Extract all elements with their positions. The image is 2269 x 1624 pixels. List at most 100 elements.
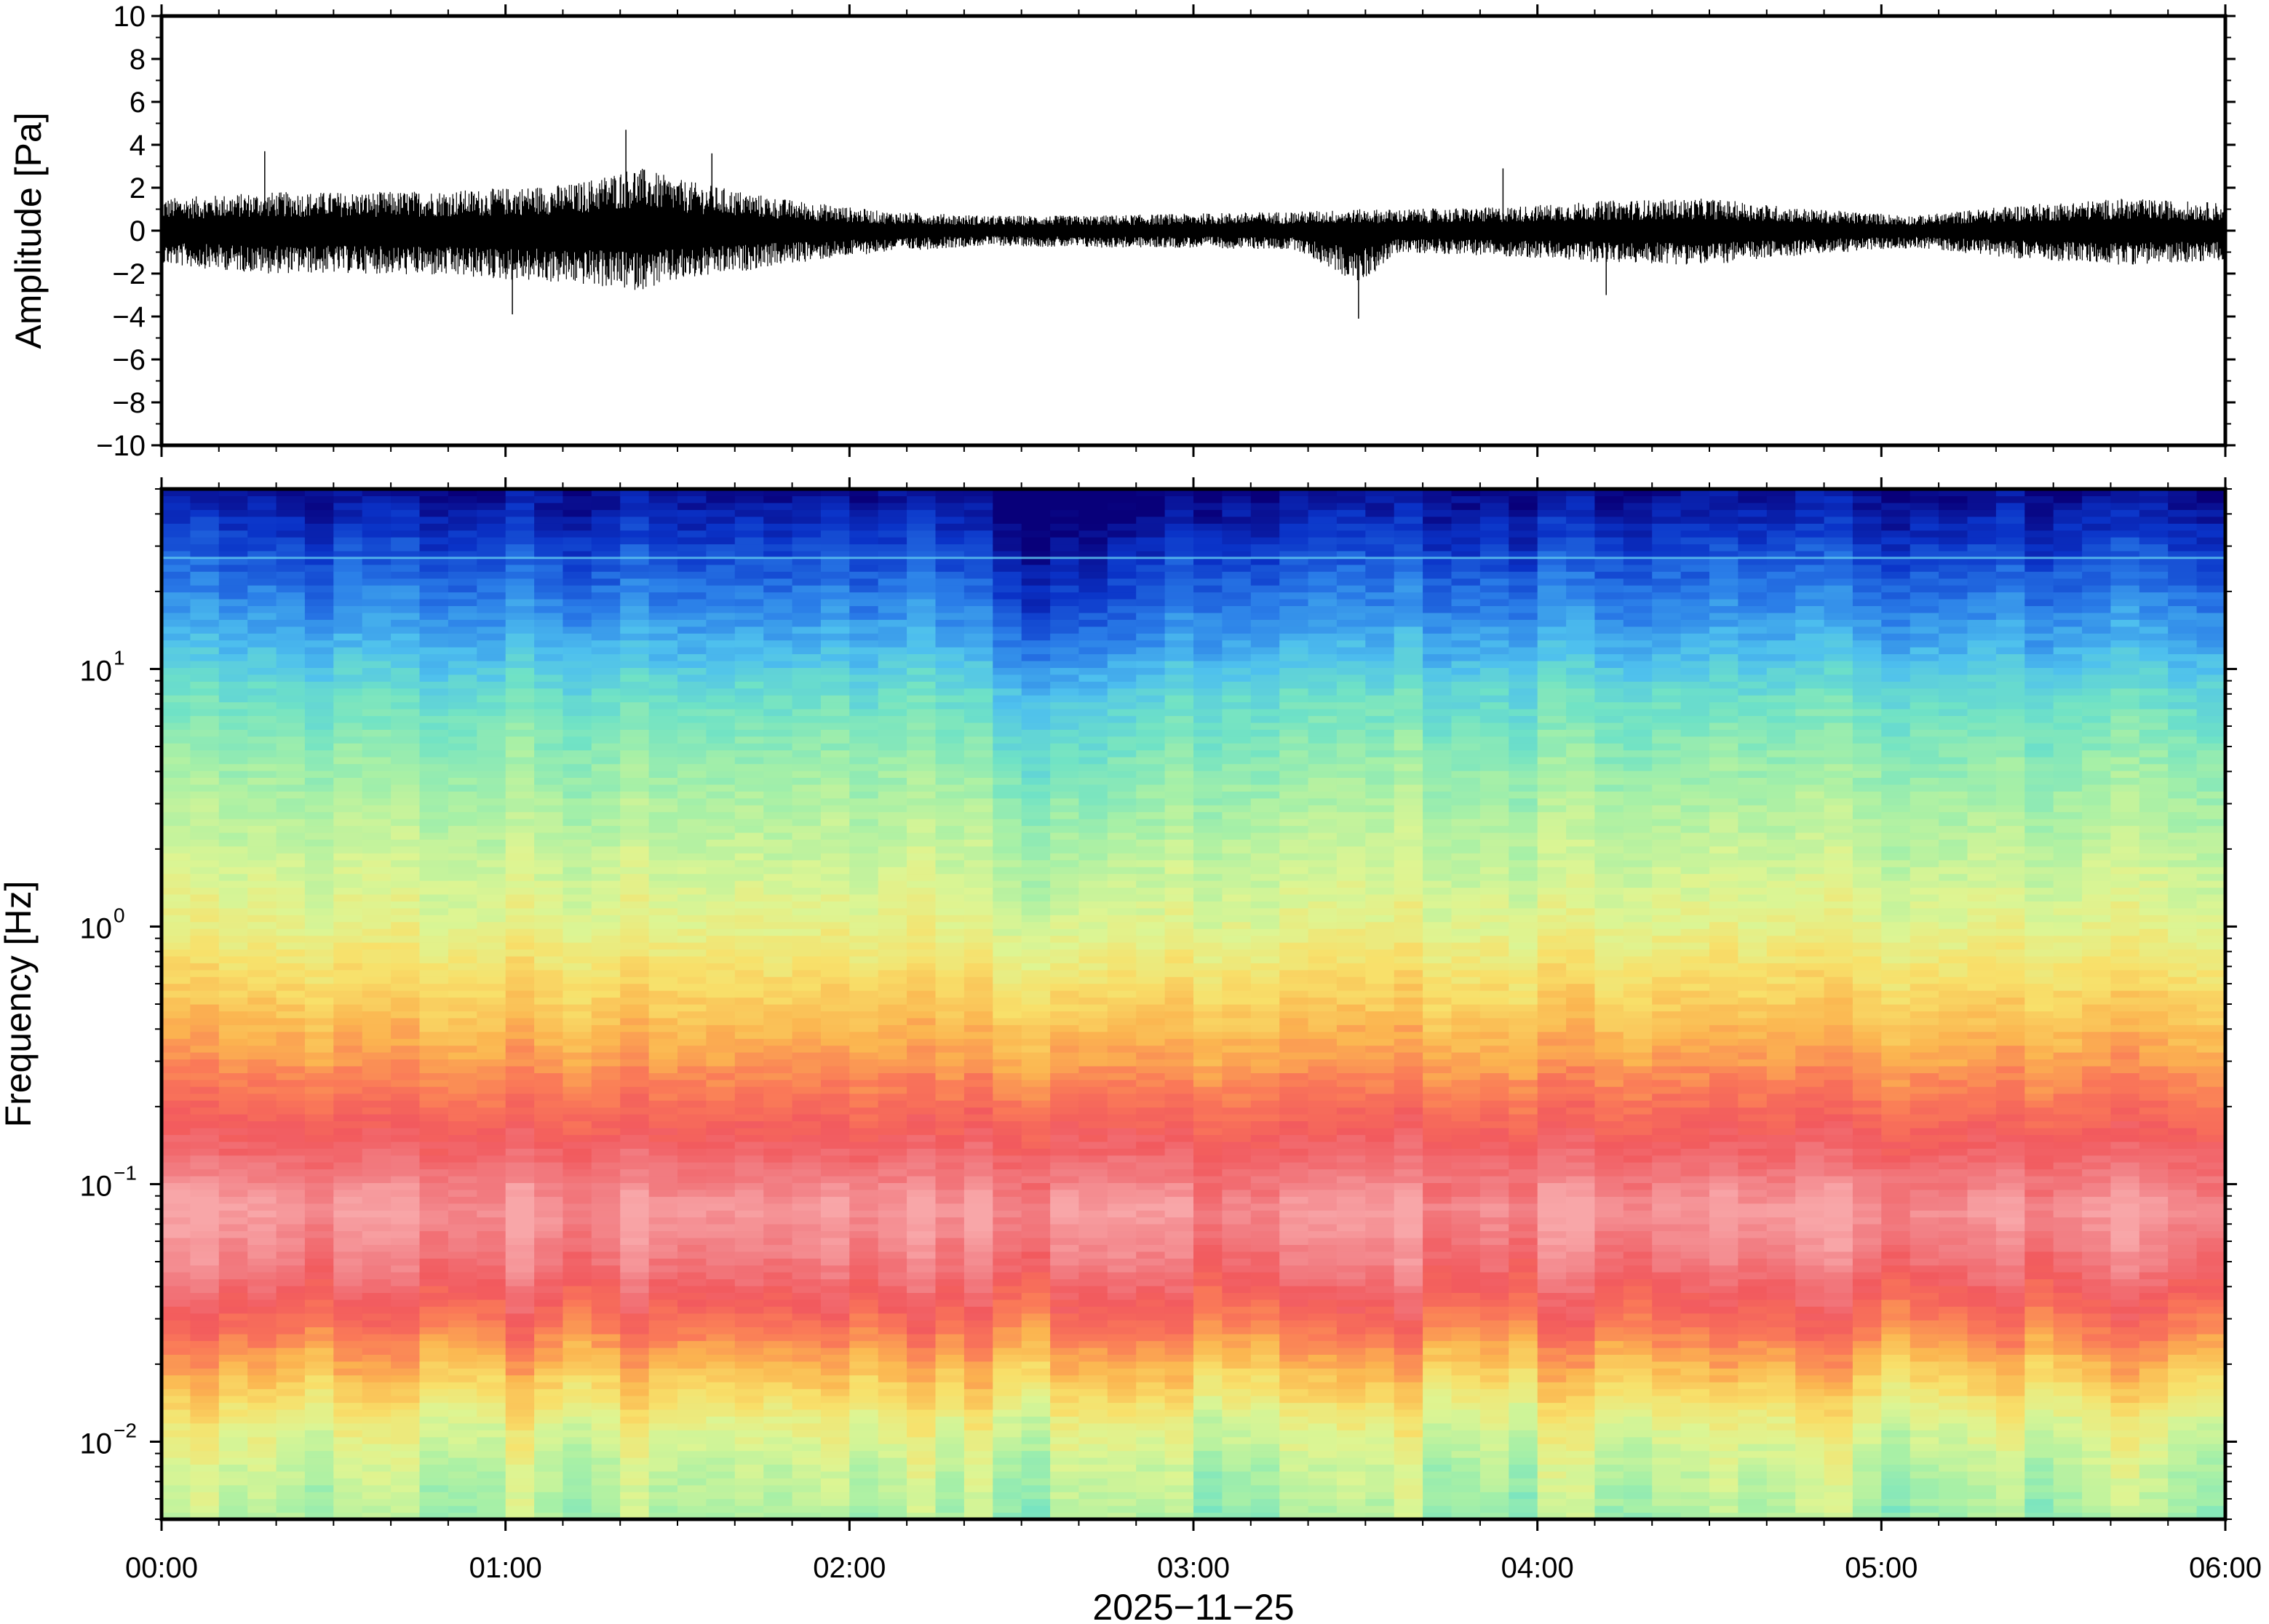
spectrogram-cell: [734, 1258, 764, 1266]
spectrogram-cell: [878, 564, 907, 572]
spectrogram-cell: [419, 571, 449, 579]
spectrogram-cell: [763, 1340, 793, 1348]
spectrogram-cell: [162, 976, 191, 984]
spectrogram-cell: [534, 1155, 564, 1163]
spectrogram-cell: [247, 743, 277, 751]
spectrogram-cell: [591, 1017, 621, 1025]
spectrogram-cell: [391, 1368, 421, 1376]
spectrogram-cell: [218, 523, 248, 531]
spectrogram-cell: [993, 1238, 1022, 1245]
spectrogram-cell: [935, 763, 965, 771]
spectrogram-cell: [993, 969, 1022, 977]
spectrogram-cell: [620, 743, 650, 751]
spectrogram-cell: [1021, 839, 1051, 847]
spectrogram-cell: [362, 1478, 392, 1486]
spectrogram-cell: [247, 1348, 277, 1355]
spectrogram-cell: [792, 873, 822, 881]
spectrogram-cell: [448, 1444, 477, 1452]
spectrogram-cell: [190, 640, 220, 648]
spectrogram-cell: [907, 832, 937, 840]
spectrogram-cell: [563, 942, 592, 950]
spectrogram-cell: [477, 701, 506, 709]
spectrogram-cell: [162, 1374, 191, 1382]
spectrogram-cell: [907, 537, 937, 545]
spectrogram-cell: [333, 578, 363, 586]
spectrogram-cell: [391, 564, 421, 572]
spectrogram-cell: [534, 907, 564, 915]
spectrogram-cell: [162, 688, 191, 696]
spectrogram-cell: [706, 557, 736, 565]
spectrogram-cell: [993, 1334, 1022, 1342]
spectrogram-cell: [391, 1238, 421, 1245]
spectrogram-cell: [763, 1114, 793, 1121]
spectrogram-cell: [820, 907, 850, 915]
spectrogram-cell: [706, 1072, 736, 1080]
spectrogram-cell: [963, 1430, 993, 1438]
spectrogram-cell: [849, 599, 879, 606]
spectrogram-cell: [963, 1436, 993, 1444]
spectrogram-cell: [1021, 1196, 1051, 1204]
spectrogram-cell: [333, 825, 363, 833]
spectrogram-cell: [677, 1182, 707, 1190]
spectrogram-cell: [162, 1299, 191, 1307]
spectrogram-cell: [218, 867, 248, 875]
spectrogram-cell: [276, 777, 306, 785]
spectrogram-cell: [993, 530, 1022, 538]
spectrogram-cell: [591, 805, 621, 813]
spectrogram-cell: [448, 784, 477, 792]
spectrogram-cell: [993, 1464, 1022, 1472]
spectrogram-cell: [333, 1292, 363, 1300]
spectrogram-cell: [333, 674, 363, 682]
spectrogram-cell: [218, 963, 248, 971]
spectrogram-cell: [419, 564, 449, 572]
spectrogram-cell: [878, 963, 907, 971]
spectrogram-cell: [677, 1017, 707, 1025]
spectrogram-cell: [333, 784, 363, 792]
spectrogram-cell: [878, 688, 907, 696]
spectrogram-cell: [907, 1210, 937, 1218]
spectrogram-cell: [304, 845, 334, 853]
spectrogram-cell: [935, 784, 965, 792]
spectrogram-cell: [1078, 1313, 1108, 1321]
spectrogram-cell: [1050, 976, 1080, 984]
spectrogram-cell: [620, 516, 650, 524]
spectrogram-cell: [563, 749, 592, 757]
spectrogram-cell: [162, 1258, 191, 1266]
spectrogram-cell: [534, 839, 564, 847]
spectrogram-cell: [1050, 1121, 1080, 1129]
spectrogram-cell: [1021, 1505, 1051, 1513]
spectrogram-cell: [677, 955, 707, 963]
spectrogram-cell: [935, 805, 965, 813]
spectrogram-cell: [362, 1127, 392, 1135]
spectrogram-cell: [963, 811, 993, 819]
spectrogram-cell: [1078, 1203, 1108, 1211]
spectrogram-cell: [247, 1251, 277, 1259]
spectrogram-cell: [820, 1470, 850, 1478]
spectrogram-cell: [849, 1072, 879, 1080]
spectrogram-cell: [276, 1382, 306, 1390]
spectrogram-cell: [218, 1478, 248, 1486]
spectrogram-cell: [247, 757, 277, 765]
spectrogram-cell: [218, 894, 248, 901]
spectrogram-cell: [218, 1450, 248, 1458]
spectrogram-cell: [792, 489, 822, 496]
spectrogram-cell: [734, 585, 764, 593]
spectrogram-cell: [563, 921, 592, 929]
spectrogram-cell: [448, 1100, 477, 1108]
spectrogram-cell: [247, 1127, 277, 1135]
spectrogram-cell: [247, 887, 277, 895]
spectrogram-cell: [563, 1127, 592, 1135]
spectrogram-cell: [477, 1217, 506, 1225]
spectrogram-cell: [792, 551, 822, 558]
spectrogram-cell: [448, 1313, 477, 1321]
spectrogram-cell: [563, 653, 592, 661]
spectrogram-cells: [162, 489, 2226, 1520]
spectrogram-cell: [591, 1505, 621, 1513]
spectrogram-cell: [878, 1114, 907, 1121]
spectrogram-cell: [907, 757, 937, 765]
spectrogram-cell: [304, 523, 334, 531]
spectrogram-cell: [218, 969, 248, 977]
spectrogram-cell: [477, 791, 506, 799]
spectrogram-cell: [162, 736, 191, 744]
spectrogram-cell: [247, 1148, 277, 1156]
